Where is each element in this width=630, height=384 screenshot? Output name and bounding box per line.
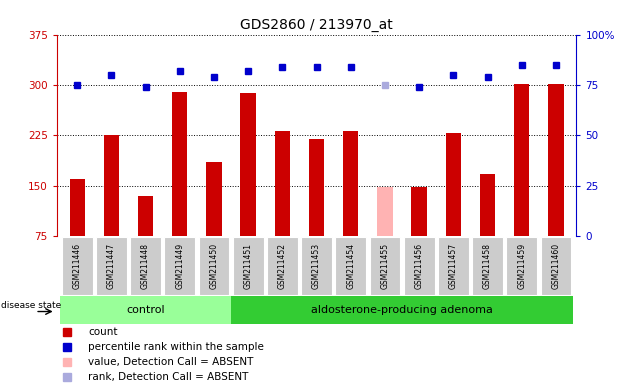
- Bar: [138, 196, 153, 236]
- FancyBboxPatch shape: [404, 237, 435, 295]
- FancyBboxPatch shape: [370, 237, 400, 295]
- Text: GSM211452: GSM211452: [278, 243, 287, 289]
- Text: GSM211454: GSM211454: [346, 243, 355, 289]
- Bar: [377, 187, 392, 236]
- FancyBboxPatch shape: [164, 237, 195, 295]
- Bar: [514, 84, 529, 236]
- FancyBboxPatch shape: [301, 237, 332, 295]
- Text: GSM211455: GSM211455: [381, 243, 389, 289]
- FancyBboxPatch shape: [62, 237, 93, 295]
- Text: value, Detection Call = ABSENT: value, Detection Call = ABSENT: [88, 357, 253, 367]
- Bar: [548, 84, 564, 236]
- Text: rank, Detection Call = ABSENT: rank, Detection Call = ABSENT: [88, 372, 248, 382]
- FancyBboxPatch shape: [96, 237, 127, 295]
- FancyBboxPatch shape: [198, 237, 229, 295]
- Bar: [343, 131, 358, 236]
- FancyBboxPatch shape: [233, 237, 263, 295]
- FancyBboxPatch shape: [60, 296, 231, 324]
- FancyBboxPatch shape: [335, 237, 366, 295]
- FancyBboxPatch shape: [130, 237, 161, 295]
- Text: aldosterone-producing adenoma: aldosterone-producing adenoma: [311, 305, 493, 315]
- Text: control: control: [126, 305, 165, 315]
- Text: GSM211451: GSM211451: [244, 243, 253, 289]
- Text: GSM211457: GSM211457: [449, 243, 458, 289]
- Text: GSM211456: GSM211456: [415, 243, 423, 289]
- FancyBboxPatch shape: [438, 237, 469, 295]
- Bar: [480, 174, 495, 236]
- Bar: [172, 92, 188, 236]
- Bar: [206, 162, 222, 236]
- FancyBboxPatch shape: [472, 237, 503, 295]
- Bar: [309, 139, 324, 236]
- Bar: [104, 136, 119, 236]
- Bar: [69, 179, 85, 236]
- Text: GSM211447: GSM211447: [107, 243, 116, 289]
- Text: GSM211459: GSM211459: [517, 243, 526, 289]
- Bar: [411, 187, 427, 236]
- FancyBboxPatch shape: [267, 237, 298, 295]
- Text: GSM211460: GSM211460: [551, 243, 561, 289]
- Text: GSM211448: GSM211448: [141, 243, 150, 289]
- Text: GSM211446: GSM211446: [72, 243, 82, 289]
- Text: GSM211450: GSM211450: [210, 243, 219, 289]
- FancyBboxPatch shape: [507, 237, 537, 295]
- FancyBboxPatch shape: [541, 237, 571, 295]
- Bar: [241, 93, 256, 236]
- Text: count: count: [88, 327, 117, 337]
- Title: GDS2860 / 213970_at: GDS2860 / 213970_at: [240, 18, 393, 32]
- Text: disease state: disease state: [1, 301, 61, 310]
- Text: GSM211449: GSM211449: [175, 243, 185, 289]
- Bar: [445, 133, 461, 236]
- Bar: [275, 131, 290, 236]
- Text: percentile rank within the sample: percentile rank within the sample: [88, 342, 264, 352]
- Text: GSM211458: GSM211458: [483, 243, 492, 289]
- Text: GSM211453: GSM211453: [312, 243, 321, 289]
- FancyBboxPatch shape: [231, 296, 573, 324]
